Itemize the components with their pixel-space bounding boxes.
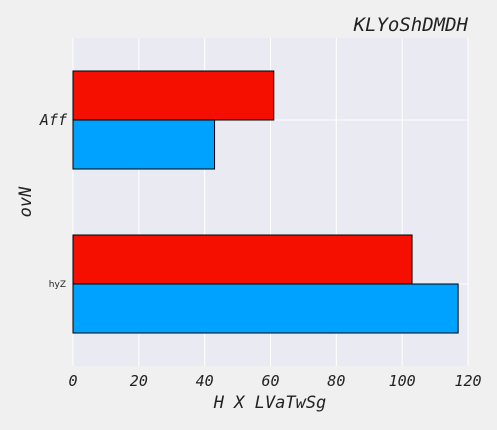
x-axis-label: H X LVaTwSg bbox=[213, 393, 327, 413]
x-tick-label: 60 bbox=[261, 372, 279, 390]
y-tick-labels: hyZ Aff bbox=[39, 111, 68, 290]
bar-hyz-series-2 bbox=[72, 234, 413, 285]
y-tick-label: Aff bbox=[39, 111, 68, 129]
chart-title: KLYoShDMDH bbox=[353, 14, 469, 36]
bars bbox=[72, 70, 459, 334]
y-tick-label: hyZ bbox=[49, 280, 66, 290]
bar-aff-series-2 bbox=[72, 70, 275, 121]
x-tick-label: 40 bbox=[196, 372, 214, 390]
bar-hyz-series-1 bbox=[72, 283, 459, 334]
x-tick-label: 20 bbox=[130, 372, 148, 390]
y-axis-label: ovN bbox=[16, 186, 36, 217]
x-tick-label: 80 bbox=[327, 372, 345, 390]
bar-aff-series-1 bbox=[72, 119, 216, 170]
x-tick-label: 120 bbox=[454, 372, 481, 390]
x-tick-label: 100 bbox=[389, 372, 416, 390]
x-tick-labels: 0 20 40 60 80 100 120 bbox=[68, 372, 481, 390]
x-tick-label: 0 bbox=[68, 372, 77, 390]
